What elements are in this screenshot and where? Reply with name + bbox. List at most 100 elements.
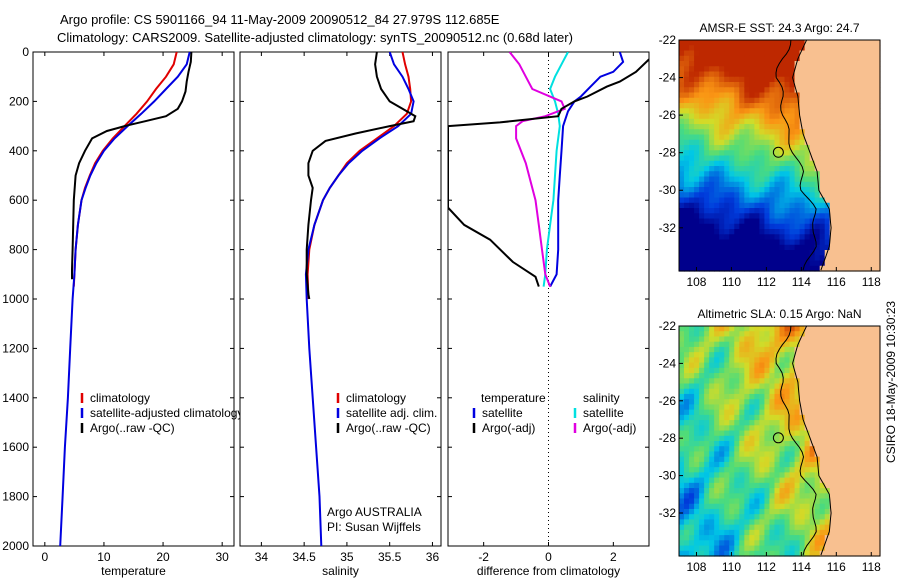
sla_map-cell — [724, 477, 730, 484]
sla_map-cell — [744, 488, 750, 494]
temperature-ytick-label: 1600 — [2, 440, 29, 454]
sla_map-cell — [759, 435, 766, 442]
sst_map-cell — [789, 202, 796, 209]
sla_map-cell — [764, 461, 771, 468]
sla_map-cell — [794, 409, 801, 416]
sla_map-cell — [729, 441, 735, 447]
sst_map-cell — [679, 108, 685, 115]
sst_map-cell — [744, 124, 750, 130]
sla_map-cell — [689, 482, 695, 489]
sst_map-cell — [819, 202, 826, 209]
sla_map-cell — [764, 451, 771, 458]
sla_map-cell — [854, 467, 861, 473]
sla_map-cell — [804, 472, 811, 479]
sst_map-cell — [684, 71, 690, 78]
sla_map-cell — [854, 326, 861, 332]
sla_map-cell — [734, 430, 740, 437]
sla_map-cell — [719, 336, 725, 343]
sst_map-cell — [759, 187, 766, 193]
sst_map-cell — [759, 218, 766, 225]
sla_map-cell — [719, 488, 725, 494]
sst_map-cell — [704, 255, 710, 262]
sst_map-cell — [804, 82, 811, 88]
sst_map-cell — [729, 55, 735, 62]
sla_map-cell — [729, 409, 735, 416]
sla_map-cell — [854, 493, 861, 500]
sst_map-cell — [869, 76, 876, 83]
sst_map-cell — [769, 139, 776, 146]
sst_map-cell — [819, 108, 826, 115]
sla_map-cell — [799, 399, 806, 406]
sst_map-cell — [719, 103, 725, 109]
sla_map-cell — [834, 425, 841, 432]
sla_map-cell — [734, 540, 740, 547]
sla_map-cell — [849, 498, 856, 505]
sst_map-cell — [844, 244, 851, 251]
sla_map-cell — [794, 529, 801, 536]
sst_map-cell — [734, 71, 740, 78]
sst_map-cell — [874, 218, 881, 225]
sla_map-cell — [709, 451, 715, 458]
sla_map-cell — [864, 435, 871, 442]
sla_map-cell — [794, 420, 801, 426]
sla_map-cell — [874, 331, 881, 338]
sla_map-cell — [749, 399, 755, 406]
sst_map-cell — [824, 66, 831, 73]
sla_map-cell — [874, 477, 881, 484]
sst_map-cell — [759, 55, 766, 62]
sst_map-cell — [834, 66, 841, 73]
sla_map-cell — [754, 519, 761, 526]
sst_map-cell — [769, 124, 776, 130]
sla_map-cell — [734, 498, 740, 505]
sla_map-cell — [829, 540, 836, 547]
sst_map-cell — [779, 171, 786, 178]
sla_map-cell — [729, 383, 735, 390]
sst_map-cell — [729, 45, 735, 52]
sst_map-cell — [699, 97, 705, 104]
sst_map-cell — [724, 244, 730, 251]
sst_map-cell — [779, 108, 786, 115]
sla_map-cell — [844, 451, 851, 458]
sla_map-cell — [864, 414, 871, 421]
sst_map-cell — [849, 255, 856, 262]
sla_map-cell — [859, 524, 866, 531]
sla_map-cell — [729, 362, 735, 369]
sst_map-cell — [744, 239, 750, 246]
sst_map-cell — [854, 113, 861, 120]
sst_map-cell — [744, 234, 750, 241]
sla_map-cell — [809, 362, 816, 369]
sla_map-cell — [744, 441, 750, 447]
sst_map-cell — [679, 76, 685, 83]
sst_map-cell — [784, 139, 791, 146]
sst_map-cell — [679, 113, 685, 120]
sst_map-cell — [874, 160, 881, 167]
sla_map-cell — [684, 441, 690, 447]
sla_map-cell — [854, 524, 861, 531]
sla_map-cell — [704, 362, 710, 369]
sst_map-cell — [849, 134, 856, 141]
sst_map-cell — [819, 260, 826, 267]
sst_map-cell — [854, 55, 861, 62]
sla_map-cell — [799, 430, 806, 437]
sst_map-cell — [829, 118, 836, 125]
sla_map-ytick-label: -24 — [659, 356, 677, 370]
sla_map-cell — [799, 362, 806, 369]
sst_map-cell — [754, 134, 761, 141]
sst_map-cell — [829, 66, 836, 73]
sst_map-cell — [789, 87, 796, 94]
sla_map-cell — [759, 524, 766, 531]
sst_map-cell — [834, 118, 841, 125]
sst_map-cell — [694, 187, 700, 193]
sst_map-cell — [774, 192, 781, 199]
sla_map-cell — [849, 550, 856, 557]
sla_map-cell — [749, 336, 755, 343]
sla_map-cell — [809, 446, 816, 453]
sla_map-cell — [799, 441, 806, 447]
sst_map-cell — [854, 129, 861, 136]
sla_map-cell — [819, 524, 826, 531]
sla_map-cell — [769, 524, 776, 531]
sla_map-cell — [824, 409, 831, 416]
sla_map-cell — [779, 456, 786, 463]
sst_map-cell — [859, 192, 866, 199]
sla_map-cell — [859, 409, 866, 416]
